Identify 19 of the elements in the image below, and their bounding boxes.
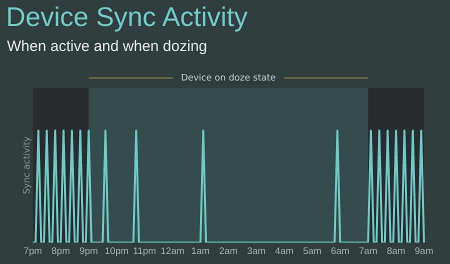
x-tick-label: 3am — [247, 246, 266, 257]
x-tick-label: 6am — [330, 246, 350, 257]
band-label: Device on doze state — [180, 73, 276, 84]
x-tick-label: 12am — [160, 246, 184, 257]
x-tick-label: 10pm — [104, 246, 129, 257]
x-tick-label: 1am — [191, 246, 210, 257]
y-axis-title: Sync activity — [22, 136, 33, 194]
x-tick-label: 5am — [302, 246, 322, 257]
chart-title: Device Sync Activity — [6, 2, 248, 33]
x-tick-label: 9am — [414, 246, 434, 257]
x-tick-label: 7pm — [24, 246, 42, 257]
x-tick-label: 7am — [358, 246, 378, 257]
x-tick-label: 9pm — [79, 246, 98, 257]
x-tick-label: 2am — [219, 246, 238, 257]
x-tick-label: 4am — [275, 246, 294, 257]
x-tick-label: 11pm — [133, 246, 156, 257]
chart-subtitle: When active and when dozing — [7, 38, 208, 55]
x-tick-label: 8am — [386, 246, 406, 257]
x-tick-label: 8pm — [52, 246, 70, 257]
